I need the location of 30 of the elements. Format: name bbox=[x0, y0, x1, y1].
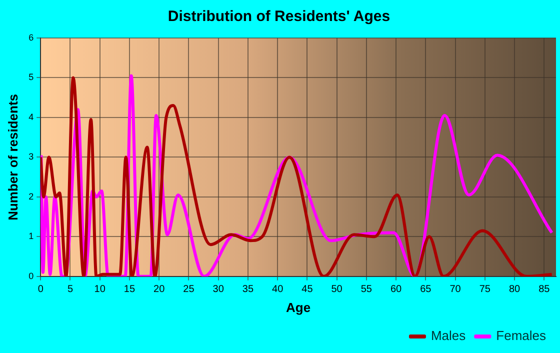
x-tick-label: 25 bbox=[183, 284, 195, 296]
y-tick-label: 5 bbox=[28, 72, 34, 82]
x-tick-label: 60 bbox=[390, 284, 402, 296]
y-axis-title: Number of residents bbox=[5, 94, 20, 220]
y-tick-label: 2 bbox=[28, 191, 34, 202]
x-tick-label: 75 bbox=[479, 284, 491, 296]
x-tick-label: 65 bbox=[420, 284, 432, 296]
x-tick-label: 20 bbox=[154, 284, 166, 296]
y-tick-label: 1 bbox=[28, 231, 34, 242]
x-tick-label: 0 bbox=[38, 284, 44, 296]
x-tick-label: 50 bbox=[331, 284, 343, 296]
x-axis-title: Age bbox=[286, 300, 311, 315]
legend-label: Males bbox=[430, 328, 466, 344]
x-tick-label: 15 bbox=[124, 284, 136, 296]
x-tick-label: 85 bbox=[538, 284, 550, 296]
y-tick-label: 3 bbox=[28, 152, 34, 162]
x-tick-label: 35 bbox=[242, 284, 254, 296]
y-tick-label: 6 bbox=[28, 32, 34, 42]
y-tick-label: 0 bbox=[28, 270, 34, 281]
x-tick-label: 30 bbox=[212, 284, 224, 296]
chart-title: Distribution of Residents' Ages bbox=[168, 8, 390, 26]
x-tick-label: 5 bbox=[67, 284, 74, 296]
x-tick-label: 40 bbox=[272, 284, 284, 296]
x-tick-label: 80 bbox=[508, 284, 521, 296]
x-tick-label: 55 bbox=[360, 284, 372, 296]
x-tick-label: 10 bbox=[94, 284, 106, 296]
legend-label: Females bbox=[496, 328, 546, 344]
x-tick-label: 45 bbox=[302, 284, 314, 296]
y-tick-label: 4 bbox=[28, 112, 34, 122]
x-tick-label: 70 bbox=[450, 284, 462, 296]
